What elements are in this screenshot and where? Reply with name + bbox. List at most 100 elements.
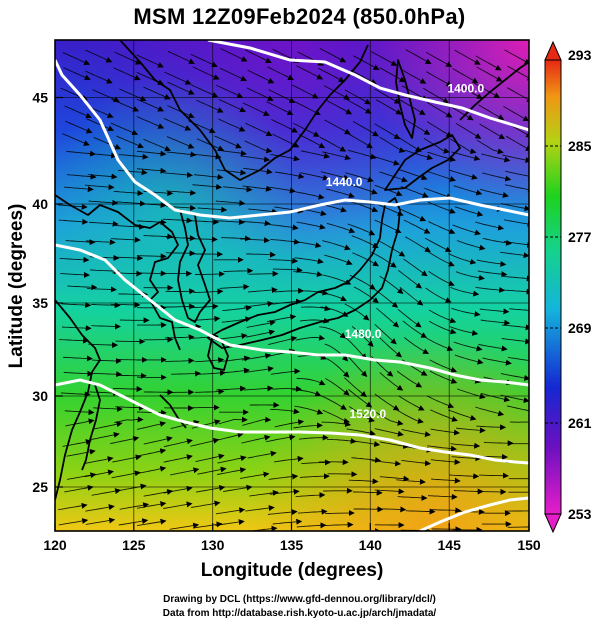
streamline [269,488,300,495]
streamline [64,186,94,193]
streamline [428,309,457,324]
streamline [195,484,226,493]
streamline [429,359,458,373]
streamline [143,86,171,100]
streamline [324,343,349,362]
streamline [298,133,326,149]
streamline [164,357,195,364]
colorbar-max-arrow [544,40,562,61]
streamline [118,153,149,160]
streamline [426,395,455,409]
streamline [62,52,91,66]
streamline [374,123,401,140]
streamline [371,251,397,268]
streamline [58,218,89,225]
streamline [482,357,512,366]
streamline [166,151,197,158]
streamline [91,358,122,364]
streamline [270,368,301,375]
streamline [195,271,225,278]
streamline [91,488,122,496]
streamline [482,237,512,246]
streamline [456,427,486,434]
streamline [351,326,374,348]
streamline [268,473,299,480]
colorbar-label: 293 [568,47,592,63]
streamline [296,378,326,386]
streamline [448,409,477,421]
streamline [500,251,529,259]
streamline [375,99,402,115]
streamline [215,519,245,526]
streamline [427,493,458,500]
streamline [197,466,227,475]
streamline [220,355,251,362]
streamline [191,153,222,160]
streamline [87,286,117,293]
streamline [88,220,119,227]
streamline [453,185,483,196]
streamline [397,494,428,501]
streamline [217,455,247,464]
streamline [300,473,330,480]
streamline [294,405,324,415]
streamline [192,66,220,80]
streamline [117,483,147,492]
streamline [143,138,171,152]
streamline [476,139,504,155]
y-tick-label: 40 [32,196,48,212]
streamline [246,87,274,101]
streamline [219,67,248,82]
streamline [166,189,197,196]
streamline [136,421,167,430]
streamline [345,98,372,114]
streamline [274,287,305,294]
streamline [371,155,400,166]
streamline [456,83,483,99]
streamline [241,353,272,361]
streamline [246,320,276,328]
streamline [220,48,248,62]
streamline [136,116,165,129]
streamline [222,186,253,193]
y-tick-label: 35 [32,295,48,311]
streamline [249,489,279,497]
streamline [454,354,484,365]
streamline [137,518,167,527]
streamline [450,138,477,155]
streamline [195,453,225,463]
streamline [191,500,221,508]
streamline [268,89,296,103]
contour-1520 [55,378,529,465]
streamline [353,55,380,70]
streamline [269,224,299,231]
streamline [482,172,512,182]
streamline [480,319,511,326]
streamline [275,171,305,179]
streamline [218,416,248,425]
streamline [187,236,218,243]
streamline [65,120,93,134]
streamline [215,507,246,515]
streamline [349,274,376,290]
streamline [349,183,378,195]
streamline [374,393,400,411]
streamline [63,355,93,362]
y-tick-labels: 25 30 35 40 45 [32,90,48,496]
streamline [318,67,345,83]
streamline [479,123,506,140]
streamline [216,169,247,176]
streamline [319,326,347,339]
streamline [346,132,373,149]
streamline [266,434,296,443]
streamline [85,504,115,512]
streamline [114,51,142,65]
streamline [321,151,351,161]
streamline [426,101,453,118]
streamline [88,199,119,206]
streamline [327,471,358,478]
streamline [218,118,246,132]
streamline [345,172,374,183]
x-tick-label: 150 [517,537,541,553]
streamline [244,49,272,64]
